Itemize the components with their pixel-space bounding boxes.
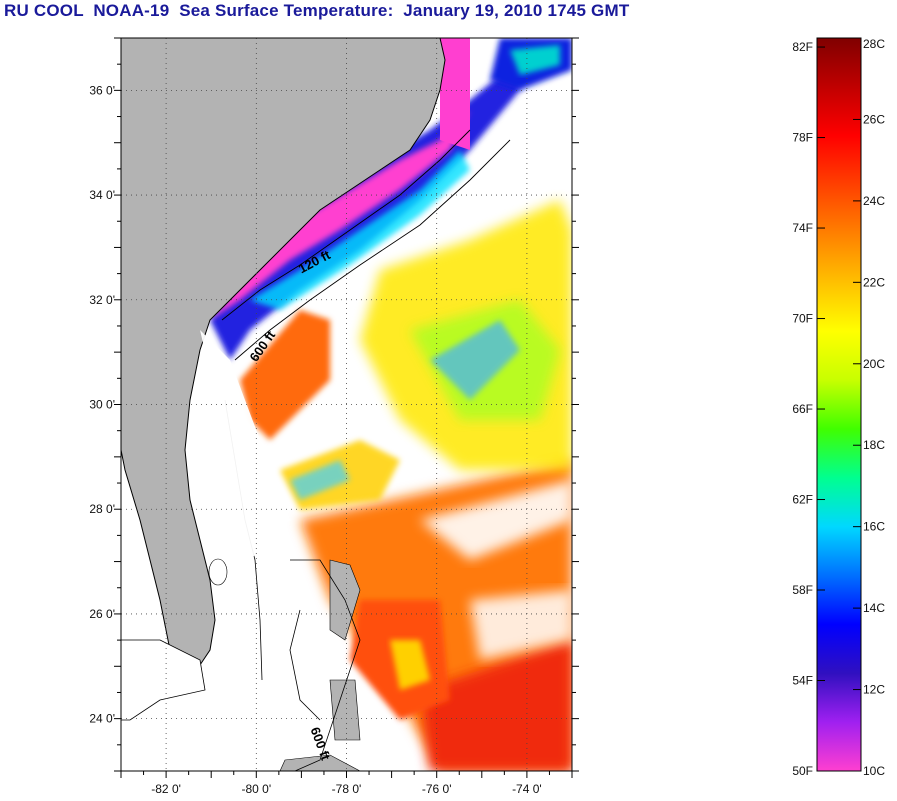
sst-bahamas-yellow (390, 640, 430, 690)
lon-tick-label: -74 0' (512, 782, 542, 796)
fahrenheit-tick-label: 50F (792, 764, 813, 778)
lon-tick-label: -80 0' (241, 782, 271, 796)
map-title: RU COOL NOAA-19 Sea Surface Temperature:… (4, 1, 630, 20)
sst-gulfstream-edge (240, 310, 330, 440)
cloud-gap (470, 590, 572, 660)
lat-tick-label: 36 0' (89, 83, 115, 97)
land-southeast-us (121, 38, 446, 671)
lat-tick-label: 24 0' (89, 712, 115, 726)
fahrenheit-tick-label: 62F (792, 493, 813, 507)
celsius-tick-label: 18C (863, 438, 885, 452)
lon-tick-label: -78 0' (332, 782, 362, 796)
fahrenheit-tick-label: 78F (792, 131, 813, 145)
celsius-tick-label: 14C (863, 601, 885, 615)
fahrenheit-tick-label: 54F (792, 674, 813, 688)
celsius-tick-label: 24C (863, 194, 885, 208)
sst-north-cyan (510, 45, 560, 75)
fahrenheit-tick-label: 74F (792, 221, 813, 235)
colorbar-ticks: 10C 12C 14C 16C 18C 20C 22C 24C 26C 28C 50F 54F 58F 6… (792, 37, 885, 778)
sst-coldest-band (210, 110, 470, 320)
island-cuba (279, 754, 361, 771)
celsius-tick-label: 22C (863, 275, 885, 289)
graticule (121, 38, 572, 771)
contour-600ft (234, 139, 511, 361)
lon-tick-label: -76 0' (422, 782, 452, 796)
lat-tick-label: 28 0' (89, 502, 115, 516)
celsius-tick-label: 26C (863, 112, 885, 126)
lat-tick-label: 30 0' (89, 398, 115, 412)
sst-hot-region (420, 640, 572, 771)
axis-ticks: -82 0' -80 0' -78 0' -76 0' -74 0' 24 0' 26 0'… (89, 37, 579, 796)
gulf-shoreline-area (121, 639, 206, 721)
lon-tick-label: -82 0' (151, 782, 181, 796)
colorbar (816, 37, 862, 772)
fahrenheit-tick-label: 66F (792, 402, 813, 416)
sst-blue-streak (430, 320, 520, 400)
island-andros (329, 679, 361, 741)
sst-cyan-patch (290, 460, 350, 500)
celsius-tick-label: 28C (863, 37, 885, 51)
sst-cyan-band (250, 150, 470, 310)
contour-120ft (221, 129, 471, 321)
celsius-tick-label: 12C (863, 683, 885, 697)
lat-tick-label: 26 0' (89, 607, 115, 621)
cloud-gap (420, 480, 572, 560)
fahrenheit-tick-label: 82F (792, 40, 813, 54)
lat-tick-label: 34 0' (89, 188, 115, 202)
fahrenheit-tick-label: 70F (792, 312, 813, 326)
lat-tick-label: 32 0' (89, 293, 115, 307)
sst-chesapeake-cold (440, 38, 470, 150)
celsius-tick-label: 16C (863, 520, 885, 534)
lake-okeechobee (208, 558, 228, 586)
swath-gap (200, 330, 290, 560)
contour-bahamas (290, 559, 361, 771)
sst-swath (210, 38, 572, 771)
contour-bahamas-inner (289, 609, 321, 721)
celsius-tick-label: 20C (863, 357, 885, 371)
celsius-tick-label: 10C (863, 764, 885, 778)
fahrenheit-tick-label: 58F (792, 583, 813, 597)
